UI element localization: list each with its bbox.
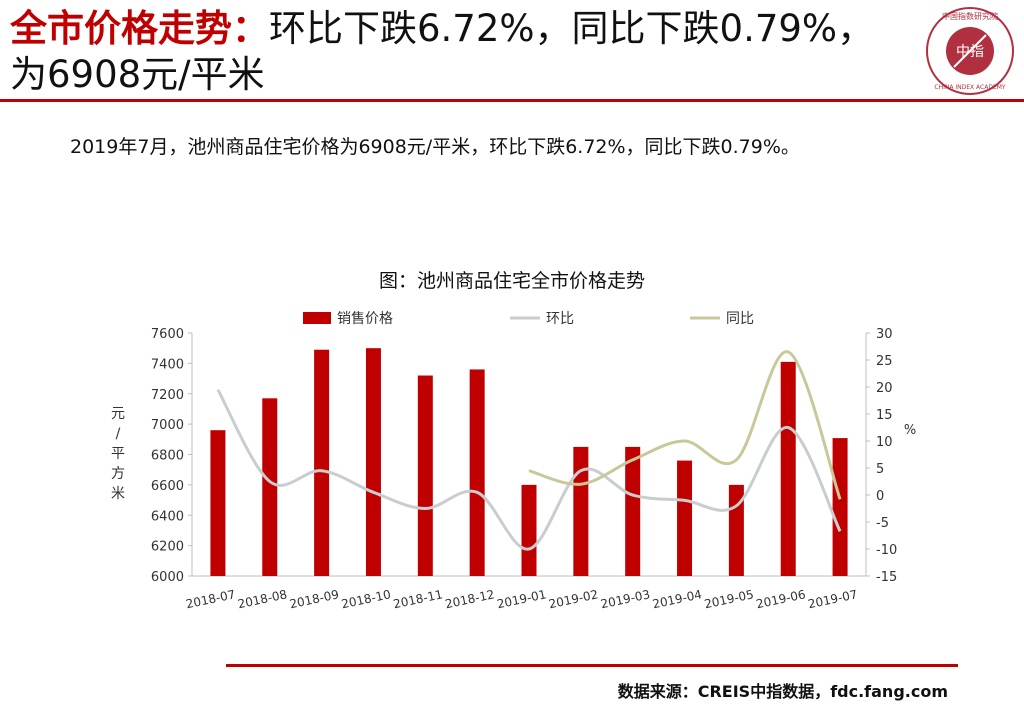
bar-sales-price (573, 446, 589, 576)
title-divider (0, 99, 1024, 102)
y-left-tick-label: 6200 (151, 540, 184, 555)
y-right-tick-label: 10 (876, 435, 893, 450)
y-right-tick-label: -15 (876, 570, 897, 585)
y-right-tick-label: 20 (876, 381, 893, 396)
bar-sales-price (832, 438, 848, 576)
y-left-axis-label-char: / (116, 426, 121, 442)
legend-label-mom: 环比 (546, 311, 574, 327)
title-bar: 全市价格走势：环比下跌6.72%，同比下跌0.79%，为6908元/平米 中指 … (0, 0, 1024, 106)
y-right-tick-label: 5 (876, 462, 884, 477)
y-left-tick-label: 7000 (151, 418, 184, 433)
bar-sales-price (314, 349, 330, 576)
y-left-tick-label: 7600 (151, 327, 184, 342)
line-mom (216, 388, 842, 551)
bar-sales-price (469, 369, 485, 576)
x-tick-label: 2018-09 (288, 587, 340, 611)
x-tick-label: 2018-08 (236, 587, 288, 611)
logo-center-text: 中指 (956, 44, 984, 60)
bar-sales-price (210, 430, 226, 576)
summary-text: 2019年7月，池州商品住宅价格为6908元/平米，环比下跌6.72%，同比下跌… (70, 136, 800, 158)
x-tick-label: 2018-10 (340, 587, 392, 611)
x-tick-label: 2019-04 (651, 587, 703, 611)
x-tick-label: 2019-02 (548, 587, 600, 611)
x-tick-label: 2018-11 (392, 587, 444, 611)
x-tick-label: 2019-05 (703, 587, 755, 611)
data-source: 数据来源：CREIS中指数据，fdc.fang.com (617, 682, 948, 701)
chart-title: 图：池州商品住宅全市价格走势 (378, 270, 645, 292)
y-right-tick-label: -5 (876, 516, 889, 531)
y-left-tick-label: 6600 (151, 479, 184, 494)
x-tick-label: 2019-06 (755, 587, 807, 611)
y-left-axis-label-char: 方 (111, 466, 125, 482)
y-left-axis-label-char: 元 (111, 406, 125, 422)
y-right-tick-label: 25 (876, 354, 893, 369)
y-left-tick-label: 7200 (151, 388, 184, 403)
y-right-tick-label: 15 (876, 408, 893, 423)
bar-sales-price (262, 398, 278, 576)
x-tick-label: 2018-07 (185, 587, 237, 611)
y-left-tick-label: 6800 (151, 449, 184, 464)
x-tick-label: 2018-12 (444, 587, 496, 611)
price-trend-chart: 6000 6200 6400 6600 6800 7000 7200 7400 7600 -15 -… (111, 311, 916, 611)
y-right-tick-label: 0 (876, 489, 884, 504)
legend-label-yoy: 同比 (726, 311, 754, 327)
y-left-tick-label: 7400 (151, 357, 184, 372)
y-left-tick-label: 6000 (151, 570, 184, 585)
page-title-rest: 环比下跌6.72%，同比下跌0.79%，为6908元/平米 (10, 7, 875, 96)
y-left-axis-label-char: 平 (111, 446, 125, 462)
x-tick-label: 2019-01 (496, 587, 548, 611)
page-title: 全市价格走势：环比下跌6.72%，同比下跌0.79%，为6908元/平米 (10, 6, 890, 98)
x-tick-label: 2019-07 (807, 587, 859, 611)
bar-sales-price (417, 375, 433, 576)
logo-ring-text-cn: 中国指数研究院 (942, 11, 998, 21)
china-index-academy-logo: 中指 中国指数研究院 CHINA INDEX ACADEMY (926, 7, 1014, 95)
page-title-highlight: 全市价格走势： (10, 7, 269, 50)
y-left-tick-label: 6400 (151, 509, 184, 524)
bar-sales-price (780, 361, 796, 576)
y-left-axis-label-char: 米 (111, 486, 125, 502)
line-yoy (528, 350, 842, 500)
legend-label-sales-price: 销售价格 (337, 311, 393, 327)
bar-sales-price (625, 446, 641, 576)
logo-ring-text-en: CHINA INDEX ACADEMY (934, 84, 1006, 91)
y-right-tick-label: 30 (876, 327, 893, 342)
bar-sales-price (365, 348, 381, 576)
bar-sales-price (677, 460, 693, 576)
bar-sales-price (521, 484, 537, 576)
legend-swatch-sales-price (303, 312, 331, 324)
y-right-axis-label: % (904, 423, 916, 438)
y-right-tick-label: -10 (876, 543, 897, 558)
footer-divider (226, 664, 958, 667)
x-tick-label: 2019-03 (599, 587, 651, 611)
